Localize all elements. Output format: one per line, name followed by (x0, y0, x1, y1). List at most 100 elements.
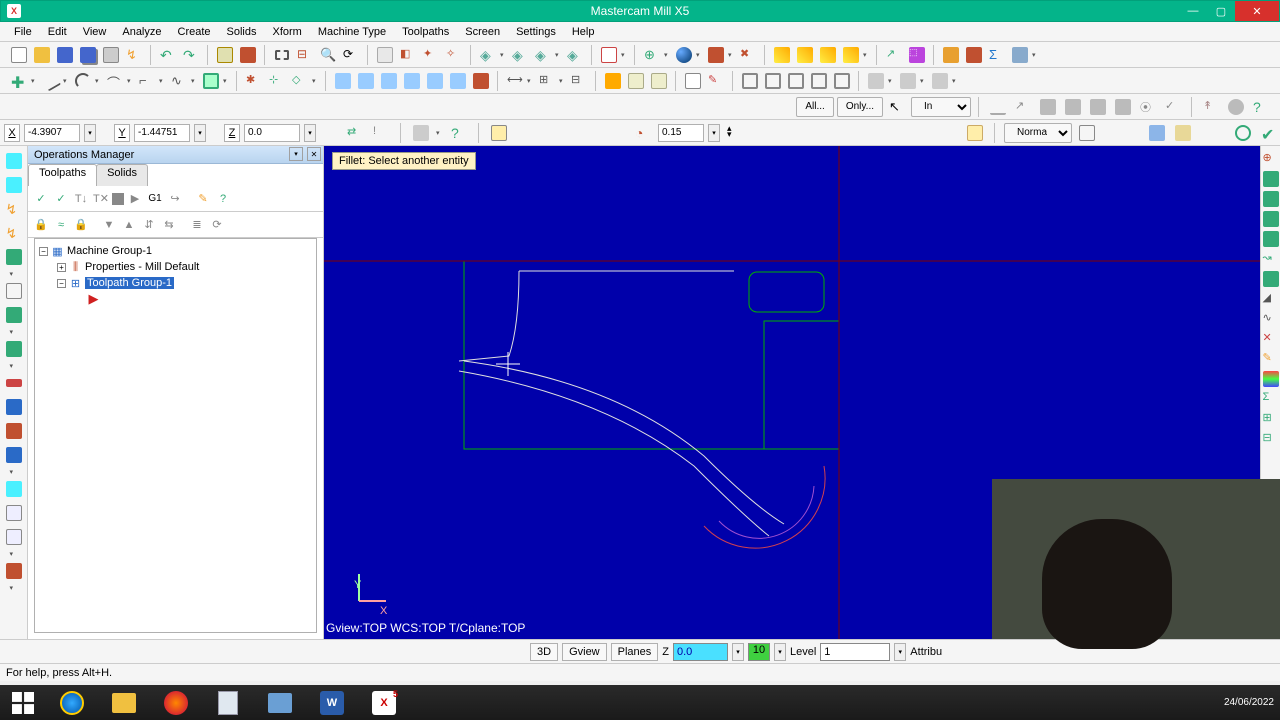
blank-icon[interactable]: ✖ (737, 44, 759, 66)
mask-help-icon[interactable]: ? (1250, 96, 1272, 118)
filter-all-button[interactable]: All... (796, 97, 833, 117)
mask-line-icon[interactable] (987, 96, 1009, 118)
xform3-icon[interactable] (378, 70, 400, 92)
lt-11-icon[interactable] (3, 420, 25, 442)
ok-check-icon[interactable]: ✔ (1258, 122, 1280, 144)
sort2-icon[interactable]: ⟳ (208, 216, 226, 234)
menu-analyze[interactable]: Analyze (114, 24, 169, 40)
x-input[interactable] (24, 124, 80, 142)
rt-2-icon[interactable] (1262, 170, 1280, 188)
mask-sphere-icon[interactable] (1225, 96, 1247, 118)
note-icon[interactable] (682, 70, 704, 92)
apply-circle-icon[interactable] (1232, 122, 1254, 144)
lt-10-icon[interactable] (3, 396, 25, 418)
lt-7-icon[interactable] (3, 304, 25, 326)
zoom-prev-icon[interactable] (374, 44, 396, 66)
trim2-icon[interactable] (625, 70, 647, 92)
front-icon[interactable]: ◈ (532, 44, 554, 66)
save-some-icon[interactable] (77, 44, 99, 66)
chamfer-icon[interactable]: ⌐ (136, 70, 158, 92)
opmgr-dropdown-icon[interactable]: ▾ (289, 147, 303, 161)
down-arrow-icon[interactable]: ▼ (100, 216, 118, 234)
rt-1-icon[interactable]: ⊕ (1262, 150, 1280, 168)
lt-3-icon[interactable]: ↯ (3, 198, 25, 220)
z-bottom-dd[interactable]: ▾ (732, 643, 744, 661)
zoom-in-icon[interactable]: ✦ (420, 44, 442, 66)
tree-insert-arrow[interactable]: ▶ (39, 291, 312, 307)
lt-15-icon[interactable] (3, 526, 25, 548)
fillet-mode-select[interactable]: Normal (1004, 123, 1072, 143)
display-icon[interactable]: ≈ (52, 216, 70, 234)
color-swatch[interactable]: 10 (748, 643, 770, 661)
group2-icon[interactable] (897, 70, 919, 92)
task-notepad-icon[interactable] (204, 687, 252, 719)
menu-screen[interactable]: Screen (457, 24, 508, 40)
filter-in-select[interactable]: In (911, 97, 971, 117)
post-icon[interactable]: G1 (146, 190, 164, 208)
menu-create[interactable]: Create (170, 24, 219, 40)
trim1-icon[interactable] (602, 70, 624, 92)
zoom-window-icon[interactable] (271, 44, 293, 66)
analyze4-icon[interactable] (840, 44, 862, 66)
feed-icon[interactable]: ✎ (194, 190, 212, 208)
gview-button[interactable]: Gview (562, 643, 607, 661)
tree-tpgroup[interactable]: − ⊞ Toolpath Group-1 (39, 275, 312, 291)
options1-icon[interactable] (940, 44, 962, 66)
z-dropdown[interactable]: ▾ (304, 124, 316, 142)
mode-3d-button[interactable]: 3D (530, 643, 558, 661)
zoom-named-icon[interactable]: ◧ (397, 44, 419, 66)
zoom-out-icon[interactable]: ✧ (443, 44, 465, 66)
y-dropdown[interactable]: ▾ (194, 124, 206, 142)
fillet-spin-icon[interactable]: ▴▾ (724, 122, 746, 144)
menu-help[interactable]: Help (564, 24, 603, 40)
unzoom-icon[interactable]: ⊟ (294, 44, 316, 66)
dim2-icon[interactable]: ⊞ (536, 70, 558, 92)
radius-dropdown[interactable]: ▾ (708, 124, 720, 142)
fillet-icon[interactable]: ⌒ (104, 70, 126, 92)
mask-vec-icon[interactable]: ↟ (1200, 96, 1222, 118)
display2-icon[interactable]: 🔒 (72, 216, 90, 234)
rt-12-icon[interactable] (1262, 370, 1280, 388)
options2-icon[interactable] (963, 44, 985, 66)
tree-props[interactable]: + ⫼ Properties - Mill Default (39, 259, 312, 275)
task-app1-icon[interactable] (256, 687, 304, 719)
z-bottom-input[interactable] (673, 643, 728, 661)
mask-solid2-icon[interactable] (1062, 96, 1084, 118)
menu-edit[interactable]: Edit (40, 24, 75, 40)
rt-5-icon[interactable] (1262, 230, 1280, 248)
system-clock[interactable]: 24/06/2022 (1224, 697, 1274, 708)
operations-tree[interactable]: − ▦ Machine Group-1 + ⫼ Properties - Mil… (34, 238, 317, 633)
task-mastercam-icon[interactable]: X5 (360, 687, 408, 719)
right-icon[interactable]: ◈ (564, 44, 586, 66)
cursor-icon[interactable]: ↖ (886, 96, 908, 118)
mask-solid4-icon[interactable] (1112, 96, 1134, 118)
hatch-icon[interactable]: ✎ (705, 70, 727, 92)
fillet-radius-input[interactable] (658, 124, 704, 142)
tab-toolpaths[interactable]: Toolpaths (28, 164, 97, 186)
xform2-icon[interactable] (355, 70, 377, 92)
lock-icon[interactable]: 🔒 (32, 216, 50, 234)
repaint-icon[interactable] (237, 44, 259, 66)
rt-15-icon[interactable]: ⊟ (1262, 430, 1280, 448)
help-coord-icon[interactable]: ? (448, 122, 470, 144)
select4-icon[interactable] (808, 70, 830, 92)
endpoint-icon[interactable]: ◇ (289, 70, 311, 92)
xform4-icon[interactable] (401, 70, 423, 92)
line-icon[interactable] (40, 70, 62, 92)
select2-icon[interactable] (762, 70, 784, 92)
level-dd[interactable]: ▾ (894, 643, 906, 661)
color-attr-icon[interactable] (705, 44, 727, 66)
fastpoint-icon[interactable]: ⇄ (344, 122, 366, 144)
chook-icon[interactable] (1009, 44, 1031, 66)
select1-icon[interactable] (739, 70, 761, 92)
lt-5-icon[interactable] (3, 246, 25, 268)
menu-settings[interactable]: Settings (508, 24, 564, 40)
tree-root[interactable]: − ▦ Machine Group-1 (39, 243, 312, 259)
save-icon[interactable] (54, 44, 76, 66)
arc-icon[interactable] (72, 70, 94, 92)
xform5-icon[interactable] (424, 70, 446, 92)
up-arrow-icon[interactable]: ▲ (120, 216, 138, 234)
shade-sphere-icon[interactable] (673, 44, 695, 66)
rt-13-icon[interactable]: Σ (1262, 390, 1280, 408)
ask-icon[interactable]: ↯ (123, 44, 145, 66)
